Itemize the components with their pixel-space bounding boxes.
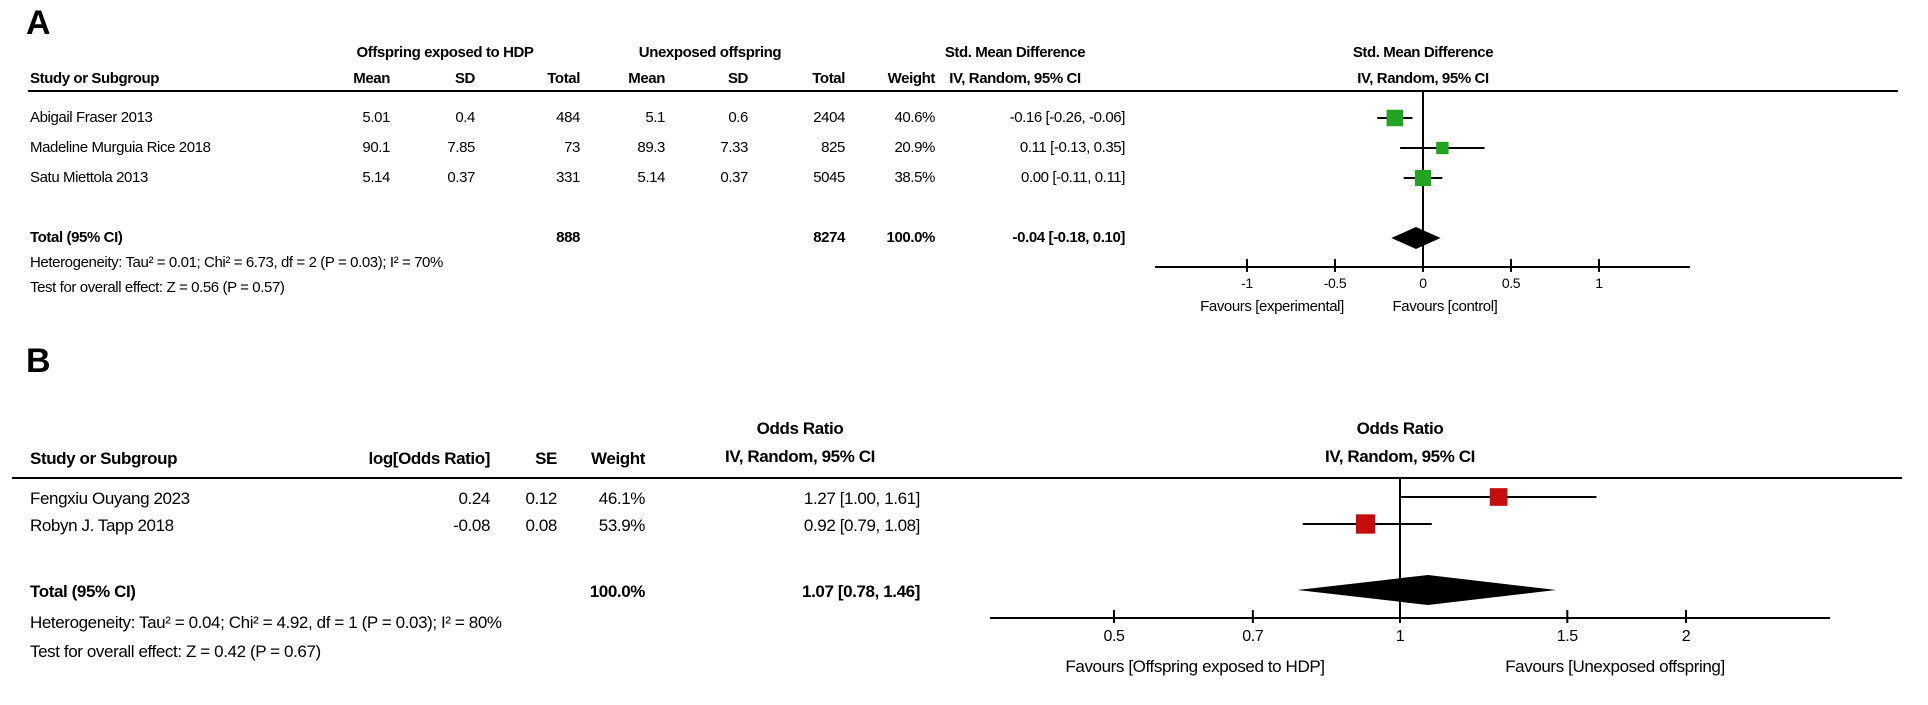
method-header-text-col: IV, Random, 95% CI — [725, 447, 875, 466]
panel-a-label: A — [26, 4, 51, 42]
study-ci-text: 0.00 [-0.11, 0.11] — [1021, 169, 1125, 186]
study-mean1: 5.14 — [362, 169, 390, 186]
method-header-plot-col: IV, Random, 95% CI — [1325, 447, 1475, 466]
axis-tick-label: 1.5 — [1556, 628, 1578, 645]
col-study-header: Study or Subgroup — [30, 449, 178, 468]
axis-tick-label: 0.5 — [1103, 628, 1125, 645]
study-sd1: 7.85 — [447, 139, 475, 156]
favours-right-label: Favours [Unexposed offspring] — [1505, 657, 1725, 676]
col-sd2-header: SD — [727, 70, 748, 87]
effect-measure-header-plot-col: Odds Ratio — [1356, 419, 1444, 438]
method-header-plot-col: IV, Random, 95% CI — [1357, 70, 1489, 87]
study-name: Satu Miettola 2013 — [30, 169, 148, 186]
study-weight: 46.1% — [598, 489, 646, 508]
study-ci-text: 0.11 [-0.13, 0.35] — [1019, 139, 1126, 156]
study-mean2: 5.14 — [637, 169, 665, 186]
group2-header: Unexposed offspring — [638, 44, 782, 61]
heterogeneity-stats: Heterogeneity: Tau² = 0.04; Chi² = 4.92,… — [30, 613, 502, 632]
total-ci: 1.07 [0.78, 1.46] — [802, 582, 920, 601]
axis-tick-label: 0 — [1419, 275, 1427, 291]
study-name: Abigail Fraser 2013 — [30, 109, 153, 126]
total-weight: 100.0% — [886, 229, 936, 246]
total-ci: -0.04 [-0.18, 0.10] — [1012, 229, 1126, 246]
overall-effect-test: Test for overall effect: Z = 0.56 (P = 0… — [30, 279, 285, 296]
effect-measure-header-text-col: Odds Ratio — [756, 419, 844, 438]
study-se: 0.08 — [525, 516, 558, 535]
col-logor-header: log[Odds Ratio] — [368, 449, 491, 468]
study-total1: 73 — [564, 139, 580, 156]
study-weight: 53.9% — [598, 516, 646, 535]
effect-measure-header-plot-col: Std. Mean Difference — [1352, 44, 1494, 61]
total-group1-n: 888 — [556, 229, 580, 246]
study-log-or: 0.24 — [458, 489, 491, 508]
study-weight-square — [1436, 141, 1449, 155]
col-study-header: Study or Subgroup — [30, 70, 160, 87]
effect-measure-header-text-col: Std. Mean Difference — [944, 44, 1086, 61]
study-ci-text: 1.27 [1.00, 1.61] — [803, 489, 920, 508]
study-ci-text: 0.92 [0.79, 1.08] — [803, 516, 920, 535]
study-log-or: -0.08 — [453, 516, 490, 535]
study-weight-square — [1489, 488, 1508, 506]
axis-tick-label: -0.5 — [1323, 275, 1347, 291]
axis-tick-label: 1 — [1395, 628, 1405, 645]
study-weight: 38.5% — [894, 169, 935, 186]
study-total1: 484 — [556, 109, 580, 126]
header-rule — [28, 90, 1898, 92]
header-rule — [12, 477, 1902, 479]
study-name: Robyn J. Tapp 2018 — [30, 516, 174, 535]
study-mean2: 5.1 — [645, 109, 665, 126]
study-sd2: 0.37 — [720, 169, 748, 186]
total-group2-n: 8274 — [813, 229, 845, 246]
study-mean1: 5.01 — [362, 109, 390, 126]
method-header-text-col: IV, Random, 95% CI — [949, 70, 1081, 87]
favours-left-label: Favours [Offspring exposed to HDP] — [1065, 657, 1325, 676]
col-sd1-header: SD — [454, 70, 475, 87]
overall-effect-test: Test for overall effect: Z = 0.42 (P = 0… — [30, 642, 321, 661]
study-weight: 20.9% — [894, 139, 935, 156]
col-total2-header: Total — [812, 70, 845, 87]
study-weight-square — [1414, 169, 1432, 187]
total-weight: 100.0% — [589, 582, 646, 601]
study-weight: 40.6% — [894, 109, 935, 126]
study-total2: 825 — [821, 139, 845, 156]
study-sd2: 0.6 — [728, 109, 748, 126]
axis-tick-label: 1 — [1595, 275, 1603, 291]
study-total2: 5045 — [813, 169, 845, 186]
col-mean1-header: Mean — [353, 70, 390, 87]
col-weight-header: Weight — [887, 70, 936, 87]
study-mean2: 89.3 — [637, 139, 665, 156]
pooled-effect-diamond — [1391, 227, 1441, 249]
study-total1: 331 — [556, 169, 580, 186]
heterogeneity-stats: Heterogeneity: Tau² = 0.01; Chi² = 6.73,… — [30, 254, 443, 271]
study-weight-square — [1355, 514, 1376, 534]
panel-b-label: B — [26, 342, 51, 380]
total-label: Total (95% CI) — [30, 229, 123, 246]
study-sd1: 0.4 — [455, 109, 475, 126]
study-name: Fengxiu Ouyang 2023 — [30, 489, 190, 508]
study-name: Madeline Murguia Rice 2018 — [30, 139, 211, 156]
study-ci-text: -0.16 [-0.26, -0.06] — [1009, 109, 1126, 126]
favours-right-label: Favours [control] — [1392, 298, 1498, 315]
axis-tick-label: -1 — [1241, 275, 1253, 291]
study-mean1: 90.1 — [362, 139, 390, 156]
col-se-header: SE — [535, 449, 557, 468]
study-weight-square — [1386, 109, 1404, 127]
group1-header: Offspring exposed to HDP — [356, 44, 534, 61]
axis-tick-label: 2 — [1681, 628, 1691, 645]
total-label: Total (95% CI) — [30, 582, 136, 601]
col-total1-header: Total — [547, 70, 580, 87]
col-mean2-header: Mean — [628, 70, 665, 87]
axis-tick-label: 0.5 — [1501, 275, 1521, 291]
axis-tick-label: 0.7 — [1242, 628, 1264, 645]
pooled-effect-diamond — [1297, 575, 1557, 605]
study-sd1: 0.37 — [447, 169, 475, 186]
study-se: 0.12 — [525, 489, 558, 508]
study-total2: 2404 — [813, 109, 845, 126]
favours-left-label: Favours [experimental] — [1200, 298, 1344, 315]
study-sd2: 7.33 — [720, 139, 748, 156]
col-weight-header: Weight — [591, 449, 645, 468]
